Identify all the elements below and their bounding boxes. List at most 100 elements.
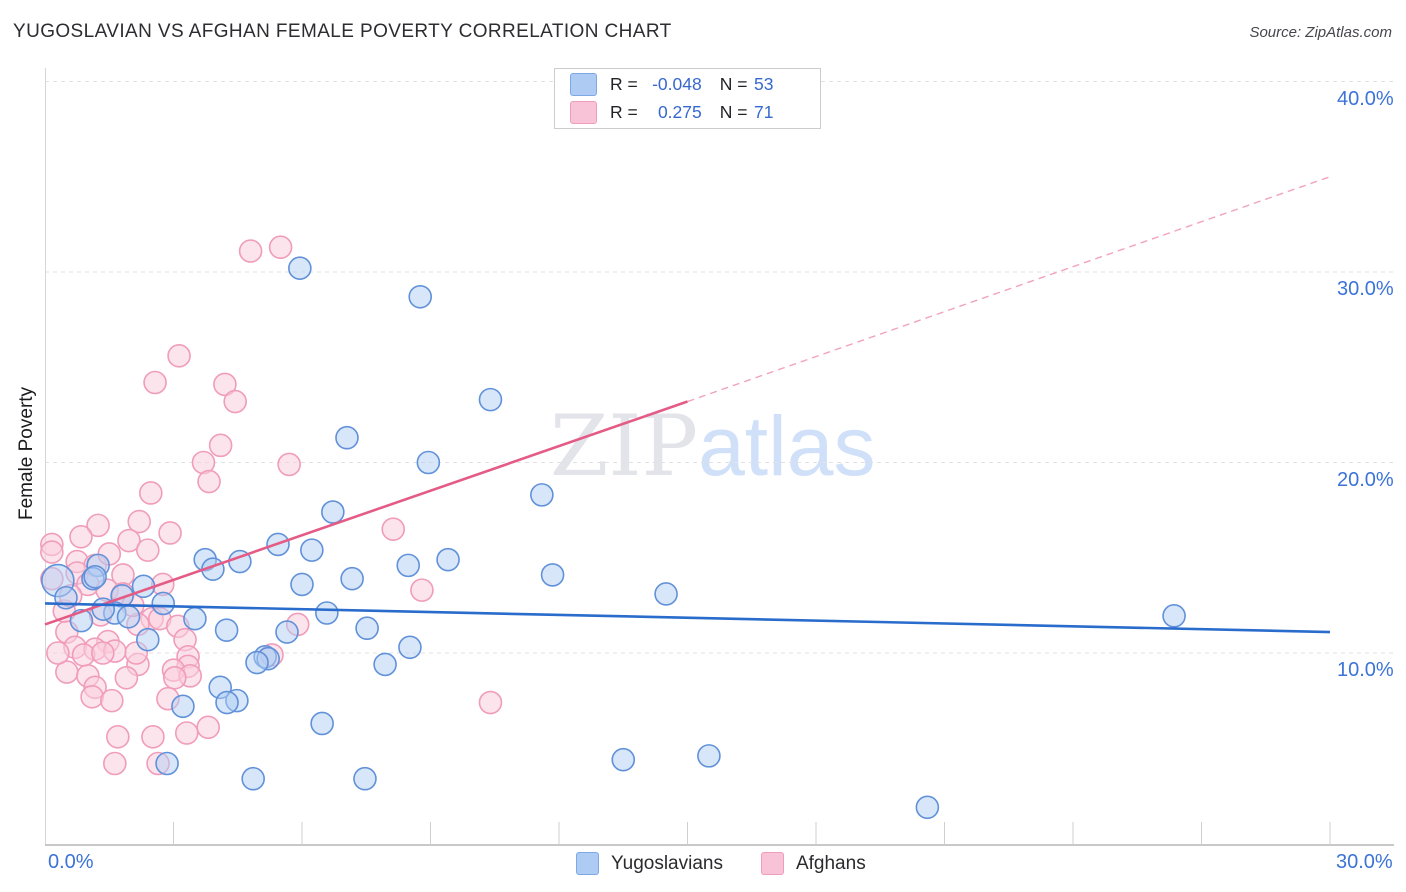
scatter-point-yugoslavian[interactable]	[355, 616, 379, 641]
r-value: -0.048	[652, 74, 702, 94]
scatter-point-afghan[interactable]	[100, 688, 124, 713]
scatter-point-afghan[interactable]	[143, 370, 167, 395]
y-tick-label-30: 30.0%	[1337, 278, 1394, 300]
scatter-point-yugoslavian[interactable]	[54, 585, 78, 610]
scatter-point-afghan[interactable]	[40, 540, 64, 564]
scatter-point-afghan[interactable]	[213, 372, 237, 397]
r-label: R =	[610, 74, 638, 94]
scatter-point-yugoslavian[interactable]	[353, 766, 377, 791]
y-tick-label-10: 10.0%	[1337, 659, 1394, 681]
scatter-point-yugoslavian[interactable]	[436, 547, 460, 572]
n-label: N =	[719, 74, 748, 94]
scatter-point-yugoslavian[interactable]	[321, 500, 345, 524]
scatter-point-yugoslavian[interactable]	[136, 627, 160, 652]
scatter-point-yugoslavian[interactable]	[116, 605, 141, 629]
scatter-point-yugoslavian[interactable]	[288, 256, 312, 280]
n-label: N =	[719, 102, 748, 122]
scatter-point-afghan[interactable]	[86, 513, 110, 538]
scatter-point-afghan[interactable]	[162, 665, 187, 690]
scatter-point-afghan[interactable]	[174, 721, 199, 745]
scatter-point-yugoslavian[interactable]	[241, 766, 265, 791]
scatter-point-yugoslavian[interactable]	[398, 635, 422, 660]
scatter-point-afghan[interactable]	[141, 725, 165, 749]
trend-line-afghan-extension	[687, 176, 1331, 403]
stats-legend: R = -0.048 N = 53 R = 0.275 N = 71	[554, 68, 821, 129]
scatter-point-afghan[interactable]	[69, 524, 93, 549]
scatter-point-afghan[interactable]	[106, 725, 130, 749]
x-axis-start-label: 0.0%	[48, 851, 94, 873]
scatter-point-yugoslavian[interactable]	[654, 582, 678, 606]
scatter-point-yugoslavian[interactable]	[530, 483, 554, 507]
n-value: 71	[754, 102, 774, 122]
y-tick-label-40: 40.0%	[1337, 87, 1394, 110]
source-attribution: Source: ZipAtlas.com	[1249, 24, 1392, 41]
yugoslavians-swatch	[570, 73, 597, 96]
n-value: 53	[754, 74, 774, 94]
scatter-point-afghan[interactable]	[127, 509, 152, 534]
yugoslavians-legend-swatch	[576, 852, 599, 875]
scatter-point-yugoslavian[interactable]	[340, 566, 364, 591]
scatter-point-yugoslavian[interactable]	[373, 652, 397, 677]
scatter-point-afghan[interactable]	[91, 641, 115, 665]
scatter-point-afghan[interactable]	[136, 538, 160, 562]
r-label: R =	[610, 102, 638, 122]
scatter-point-yugoslavian[interactable]	[171, 694, 195, 719]
afghans-swatch	[570, 101, 597, 124]
zipatlas-watermark: ZIPatlas	[550, 404, 876, 513]
y-axis-title: Female Poverty	[16, 386, 37, 520]
scatter-point-yugoslavian[interactable]	[416, 450, 441, 475]
scatter-point-afghan[interactable]	[478, 690, 503, 715]
scatter-point-yugoslavian[interactable]	[245, 650, 269, 675]
scatter-point-yugoslavian[interactable]	[275, 620, 299, 644]
scatter-point-afghan[interactable]	[80, 685, 104, 709]
scatter-point-yugoslavian[interactable]	[155, 751, 179, 776]
scatter-point-yugoslavian[interactable]	[611, 747, 636, 772]
scatter-point-yugoslavian[interactable]	[540, 563, 565, 587]
scatter-point-afghan[interactable]	[277, 452, 301, 477]
scatter-point-yugoslavian[interactable]	[290, 572, 314, 597]
scatter-point-afghan[interactable]	[197, 469, 221, 494]
scatter-point-yugoslavian[interactable]	[83, 564, 107, 589]
scatter-point-yugoslavian[interactable]	[478, 387, 503, 412]
scatter-point-afghan[interactable]	[114, 665, 139, 690]
scatter-point-afghan[interactable]	[268, 235, 293, 260]
scatter-point-yugoslavian[interactable]	[151, 591, 176, 616]
scatter-point-yugoslavian[interactable]	[1162, 604, 1186, 628]
scatter-point-yugoslavian[interactable]	[915, 795, 940, 820]
trend-line-afghan	[44, 400, 688, 626]
scatter-point-yugoslavian[interactable]	[69, 608, 94, 633]
scatter-point-afghan[interactable]	[410, 578, 434, 602]
scatter-point-afghan[interactable]	[208, 433, 233, 458]
scatter-point-yugoslavian[interactable]	[215, 690, 239, 715]
scatter-point-yugoslavian[interactable]	[396, 553, 421, 578]
page-title: YUGOSLAVIAN VS AFGHAN FEMALE POVERTY COR…	[13, 21, 672, 42]
scatter-point-yugoslavian[interactable]	[310, 711, 334, 736]
scatter-point-afghan[interactable]	[158, 521, 182, 545]
scatter-point-yugoslavian[interactable]	[697, 744, 721, 768]
scatter-point-afghan[interactable]	[117, 528, 141, 553]
legend-item-yugoslavians[interactable]: Yugoslavians	[576, 852, 723, 875]
scatter-point-afghan[interactable]	[196, 715, 220, 740]
legend-item-afghans[interactable]: Afghans	[760, 852, 866, 875]
trend-line-yugoslavian	[44, 602, 1331, 634]
stats-legend-row-yugoslavians: R = -0.048 N = 53	[570, 73, 820, 96]
scatter-point-afghan[interactable]	[138, 481, 163, 505]
scatter-point-afghan[interactable]	[46, 641, 70, 665]
scatter-point-yugoslavian[interactable]	[300, 538, 324, 562]
scatter-point-yugoslavian[interactable]	[315, 601, 339, 625]
watermark-atlas: atlas	[698, 399, 876, 493]
scatter-point-afghan[interactable]	[223, 389, 247, 414]
scatter-point-yugoslavian[interactable]	[214, 618, 239, 642]
afghans-legend-label: Afghans	[795, 852, 866, 874]
scatter-point-afghan[interactable]	[381, 517, 406, 541]
afghans-legend-swatch	[760, 852, 784, 875]
scatter-point-yugoslavian[interactable]	[335, 425, 359, 450]
scatter-point-afghan[interactable]	[167, 344, 191, 368]
scatter-point-afghan[interactable]	[103, 751, 127, 776]
scatter-point-yugoslavian[interactable]	[408, 284, 433, 309]
yugoslavians-legend-label: Yugoslavians	[611, 852, 723, 874]
scatter-point-afghan[interactable]	[238, 239, 263, 263]
scatter-point-yugoslavian[interactable]	[183, 606, 207, 631]
r-value: 0.275	[657, 102, 702, 122]
